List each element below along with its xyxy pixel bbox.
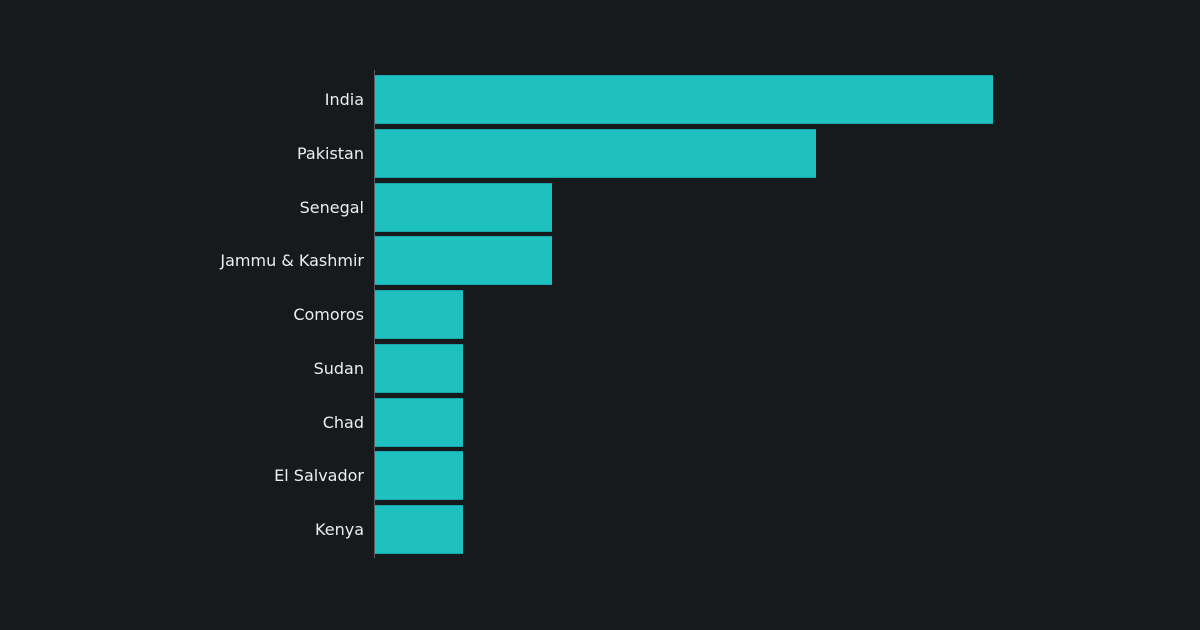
category-label: El Salvador xyxy=(274,466,364,486)
category-label: Pakistan xyxy=(297,143,364,163)
bar xyxy=(375,451,463,501)
bar xyxy=(375,75,993,124)
bar-row: Comoros xyxy=(0,290,1200,339)
bar-row: Jammu & Kashmir xyxy=(0,236,1200,286)
bar-row: Senegal xyxy=(0,182,1200,232)
category-label: Senegal xyxy=(299,197,364,217)
y-axis-line xyxy=(374,70,375,558)
bar-row: Kenya xyxy=(0,505,1200,554)
bar-row: Pakistan xyxy=(0,128,1200,178)
category-label: Kenya xyxy=(315,520,364,539)
bar-row: India xyxy=(0,75,1200,124)
bar-row: El Salvador xyxy=(0,451,1200,501)
category-label: Jammu & Kashmir xyxy=(220,251,364,271)
bar xyxy=(375,505,463,554)
bar-row: Chad xyxy=(0,397,1200,447)
bar xyxy=(375,128,816,178)
category-label: Sudan xyxy=(313,358,364,378)
bar xyxy=(375,182,552,232)
bar-row: Sudan xyxy=(0,343,1200,393)
bar xyxy=(375,236,552,286)
category-label: India xyxy=(324,90,364,109)
category-label: Chad xyxy=(322,412,364,432)
bar xyxy=(375,397,463,447)
category-label: Comoros xyxy=(293,305,364,324)
bar xyxy=(375,343,463,393)
bar xyxy=(375,290,463,339)
